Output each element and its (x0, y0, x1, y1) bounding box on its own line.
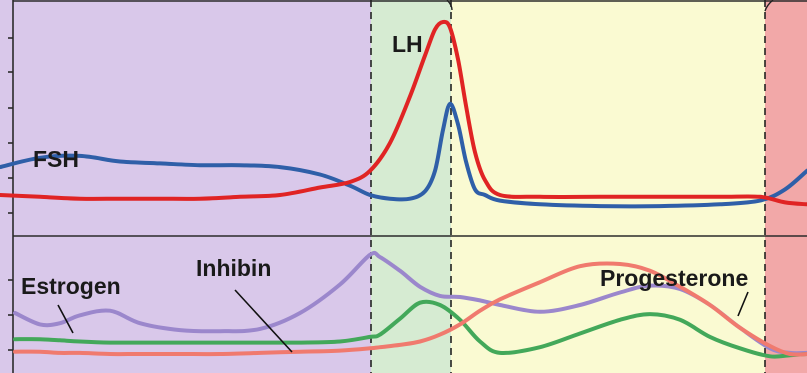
lh-label: LH (392, 31, 423, 57)
progesterone-label: Progesterone (600, 265, 748, 291)
fsh-label: FSH (33, 146, 79, 172)
ovulation-pointer (446, 0, 453, 11)
progesterone-line (13, 261, 807, 357)
fsh-line (0, 101, 807, 209)
inhibin-label: Inhibin (196, 255, 271, 281)
progesterone-pointer (737, 291, 749, 317)
menstrual-pointer (764, 0, 774, 12)
top-pointers (446, 0, 774, 12)
lh-line (0, 19, 807, 207)
axes (8, 0, 807, 373)
series-labels: FSH LH Estrogen Inhibin Progesterone (21, 31, 748, 299)
inhibin-line (13, 299, 807, 359)
inhibin-pointer (234, 289, 293, 353)
y-ticks (8, 37, 13, 351)
estrogen-pointer (57, 304, 74, 334)
estrogen-label: Estrogen (21, 273, 121, 299)
luteal-phase-band (451, 0, 765, 373)
label-pointers (57, 289, 749, 353)
series-layer (0, 19, 807, 359)
phase-boundaries (370, 0, 766, 373)
